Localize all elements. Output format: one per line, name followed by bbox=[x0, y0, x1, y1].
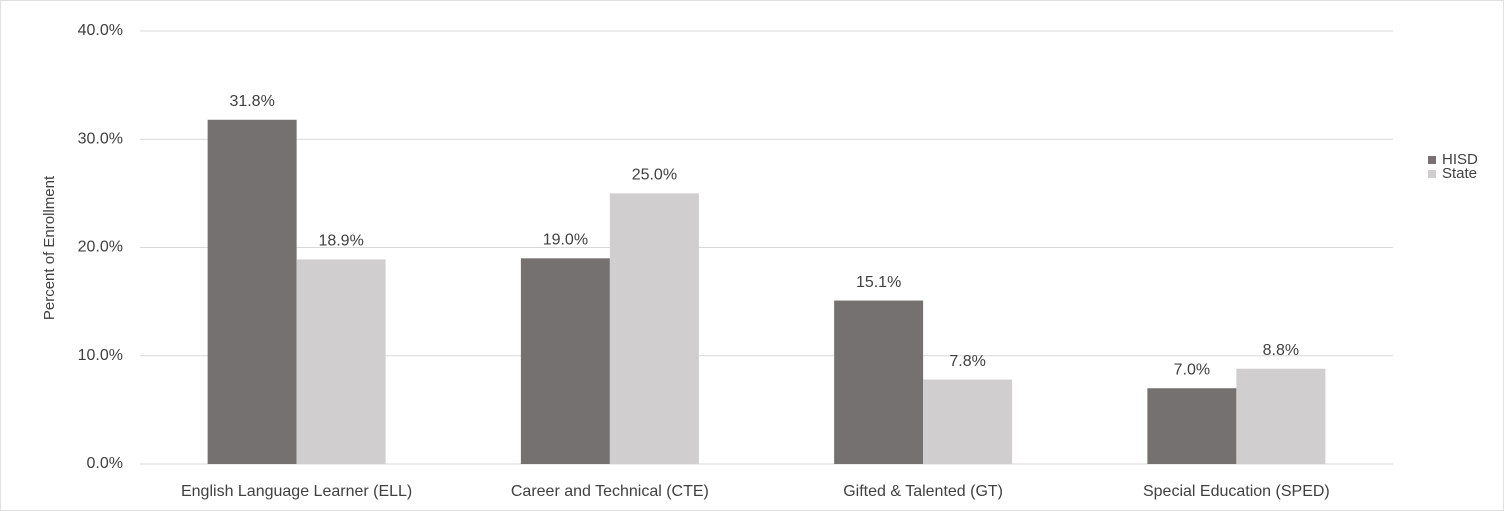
bar bbox=[609, 193, 699, 464]
y-tick-label: 40.0% bbox=[78, 22, 123, 39]
y-tick-label: 0.0% bbox=[87, 455, 123, 472]
bar bbox=[834, 300, 924, 464]
x-tick-label: Career and Technical (CTE) bbox=[511, 483, 709, 500]
data-label: 7.8% bbox=[949, 353, 985, 370]
legend-label: HISD bbox=[1442, 151, 1478, 168]
data-label: 15.1% bbox=[856, 274, 901, 291]
x-tick-label: Special Education (SPED) bbox=[1143, 483, 1330, 500]
bar bbox=[923, 379, 1013, 464]
data-label: 31.8% bbox=[229, 93, 274, 110]
y-tick-label: 20.0% bbox=[78, 239, 123, 256]
x-tick-label: Gifted & Talented (GT) bbox=[843, 483, 1003, 500]
legend-label: State bbox=[1442, 165, 1477, 182]
y-axis-label: Percent of Enrollment bbox=[41, 175, 58, 320]
data-label: 25.0% bbox=[632, 167, 677, 184]
data-label: 8.8% bbox=[1263, 342, 1299, 359]
legend-swatch bbox=[1428, 156, 1436, 164]
data-label: 19.0% bbox=[543, 232, 588, 249]
legend-swatch bbox=[1428, 170, 1436, 178]
bar bbox=[207, 119, 297, 464]
y-tick-label: 10.0% bbox=[78, 347, 123, 364]
data-label: 7.0% bbox=[1174, 361, 1210, 378]
bar bbox=[1147, 388, 1237, 464]
x-tick-label: English Language Learner (ELL) bbox=[181, 483, 412, 500]
bar bbox=[520, 258, 610, 464]
data-label: 18.9% bbox=[318, 233, 363, 250]
y-tick-label: 30.0% bbox=[78, 130, 123, 147]
bar bbox=[1236, 368, 1326, 464]
bar bbox=[296, 259, 386, 464]
